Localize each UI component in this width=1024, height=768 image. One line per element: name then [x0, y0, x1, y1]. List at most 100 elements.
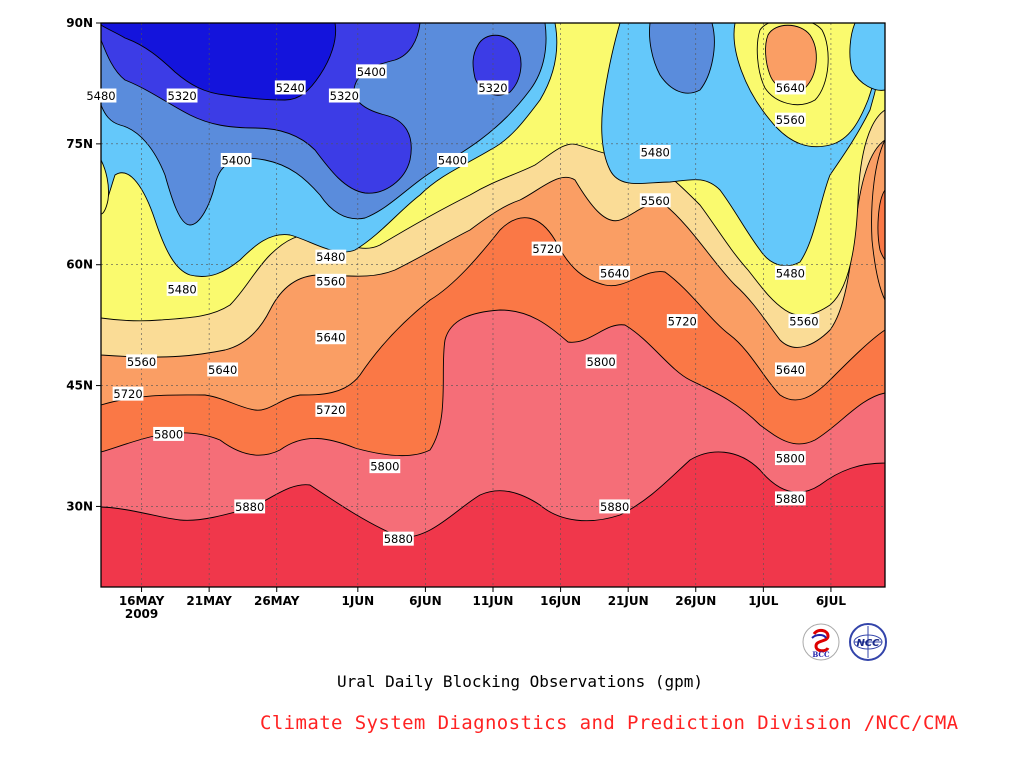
svg-text:5640: 5640 [776, 81, 805, 95]
contour-label: 5320 [166, 88, 198, 103]
contour-label: 5800 [153, 426, 184, 441]
svg-text:5880: 5880 [600, 500, 629, 514]
contour-label: 5560 [788, 314, 820, 329]
svg-text:5400: 5400 [438, 153, 467, 167]
x-tick-label: 16JUN [540, 594, 581, 608]
contour-label: 5240 [274, 80, 306, 95]
y-tick-label: 90N [66, 16, 93, 30]
svg-text:5720: 5720 [316, 403, 345, 417]
band-light-west-edge [101, 159, 109, 215]
svg-text:5320: 5320 [478, 81, 507, 95]
svg-text:5240: 5240 [276, 81, 305, 95]
contour-label: 5880 [599, 499, 631, 514]
x-tick-label: 26MAY [254, 594, 300, 608]
contour-label: 5640 [774, 362, 806, 377]
y-tick-label: 60N [66, 258, 93, 272]
x-tick-label: 26JUN [675, 594, 716, 608]
contour-label: 5400 [220, 152, 252, 167]
contour-labels: 5480 5320 5240 5320 5400 5320 5400 5400 5480 5640… [85, 64, 820, 546]
contour-label: 5640 [774, 80, 806, 95]
svg-text:5720: 5720 [532, 242, 561, 256]
ncc-logo: NCC [844, 622, 892, 666]
contour-label: 5320 [477, 80, 509, 95]
svg-text:5480: 5480 [316, 250, 345, 264]
x-tick-label: 6JUN [409, 594, 442, 608]
band-5240-5320-blob [472, 34, 522, 96]
svg-text:5640: 5640 [208, 363, 237, 377]
contour-label: 5640 [599, 265, 631, 280]
x-tick-label: 11JUN [473, 594, 514, 608]
svg-text:5800: 5800 [370, 460, 399, 474]
contour-label: 5880 [382, 531, 414, 546]
contour-label: 5320 [328, 88, 360, 103]
contour-label: 5480 [166, 281, 198, 296]
x-tick-label: 21JUN [608, 594, 649, 608]
contour-label: 5720 [531, 241, 563, 256]
svg-text:5560: 5560 [789, 315, 818, 329]
contour-label: 5480 [774, 265, 806, 280]
band-5400-5480-far-east [849, 23, 885, 91]
svg-text:5720: 5720 [113, 387, 142, 401]
contour-label: 5640 [207, 362, 239, 377]
chart-title: Ural Daily Blocking Observations (gpm) [336, 672, 704, 691]
svg-text:5880: 5880 [776, 492, 805, 506]
svg-text:5800: 5800 [776, 452, 805, 466]
contour-label: 5720 [315, 402, 347, 417]
contour-label: 5480 [315, 249, 347, 264]
contour-label: 5480 [85, 88, 117, 103]
svg-text:5880: 5880 [384, 532, 413, 546]
contour-label: 5560 [126, 354, 157, 369]
x-year-label: 2009 [125, 607, 158, 621]
x-tick-label: 6JUL [816, 594, 847, 608]
contour-label: 5400 [355, 64, 387, 79]
svg-text:5800: 5800 [586, 355, 615, 369]
contour-label: 5720 [666, 314, 698, 329]
contour-label: 5720 [112, 386, 144, 401]
grid [101, 23, 885, 587]
contour-label: 5560 [315, 273, 347, 288]
y-tick-label: 45N [66, 379, 93, 393]
contour-label: 5560 [639, 193, 671, 208]
svg-text:5480: 5480 [86, 89, 115, 103]
svg-text:BCC: BCC [812, 650, 830, 659]
svg-text:5480: 5480 [641, 145, 670, 159]
svg-text:5880: 5880 [235, 500, 264, 514]
contour-label: 5800 [585, 354, 617, 369]
contour-label: 5400 [437, 152, 468, 167]
contour-label: 5480 [639, 144, 671, 159]
svg-text:5560: 5560 [316, 274, 345, 288]
svg-text:5640: 5640 [776, 363, 805, 377]
svg-text:5720: 5720 [668, 315, 697, 329]
svg-text:5560: 5560 [641, 194, 670, 208]
band-5320-5400-east [649, 23, 715, 94]
svg-text:5560: 5560 [127, 355, 156, 369]
svg-text:5560: 5560 [776, 113, 805, 127]
x-tick-label: 1JUL [748, 594, 779, 608]
contour-label: 5800 [774, 451, 806, 466]
svg-text:5320: 5320 [330, 89, 359, 103]
svg-text:5480: 5480 [167, 282, 196, 296]
x-tick-label: 21MAY [186, 594, 232, 608]
svg-text:5320: 5320 [167, 89, 196, 103]
y-axis: 30N 45N 60N 75N 90N [66, 16, 101, 513]
credit-line: Climate System Diagnostics and Predictio… [260, 712, 959, 734]
svg-text:5640: 5640 [600, 266, 629, 280]
x-tick-label: 1JUN [342, 594, 375, 608]
contour-label: 5560 [774, 112, 806, 127]
svg-text:5800: 5800 [154, 427, 183, 441]
contour-label: 5800 [369, 459, 401, 474]
band-5800-east-edge [877, 189, 885, 261]
svg-text:5400: 5400 [222, 153, 251, 167]
svg-text:NCC: NCC [856, 638, 880, 649]
contour-label: 5880 [774, 491, 806, 506]
svg-text:5400: 5400 [357, 65, 386, 79]
y-tick-label: 75N [66, 137, 93, 151]
band-5560-5640-blob [756, 23, 829, 106]
contour-label: 5880 [234, 499, 266, 514]
bcc-logo: BCC [800, 622, 842, 666]
svg-text:5640: 5640 [316, 331, 345, 345]
contour-label: 5640 [315, 330, 347, 345]
y-tick-label: 30N [66, 499, 93, 513]
